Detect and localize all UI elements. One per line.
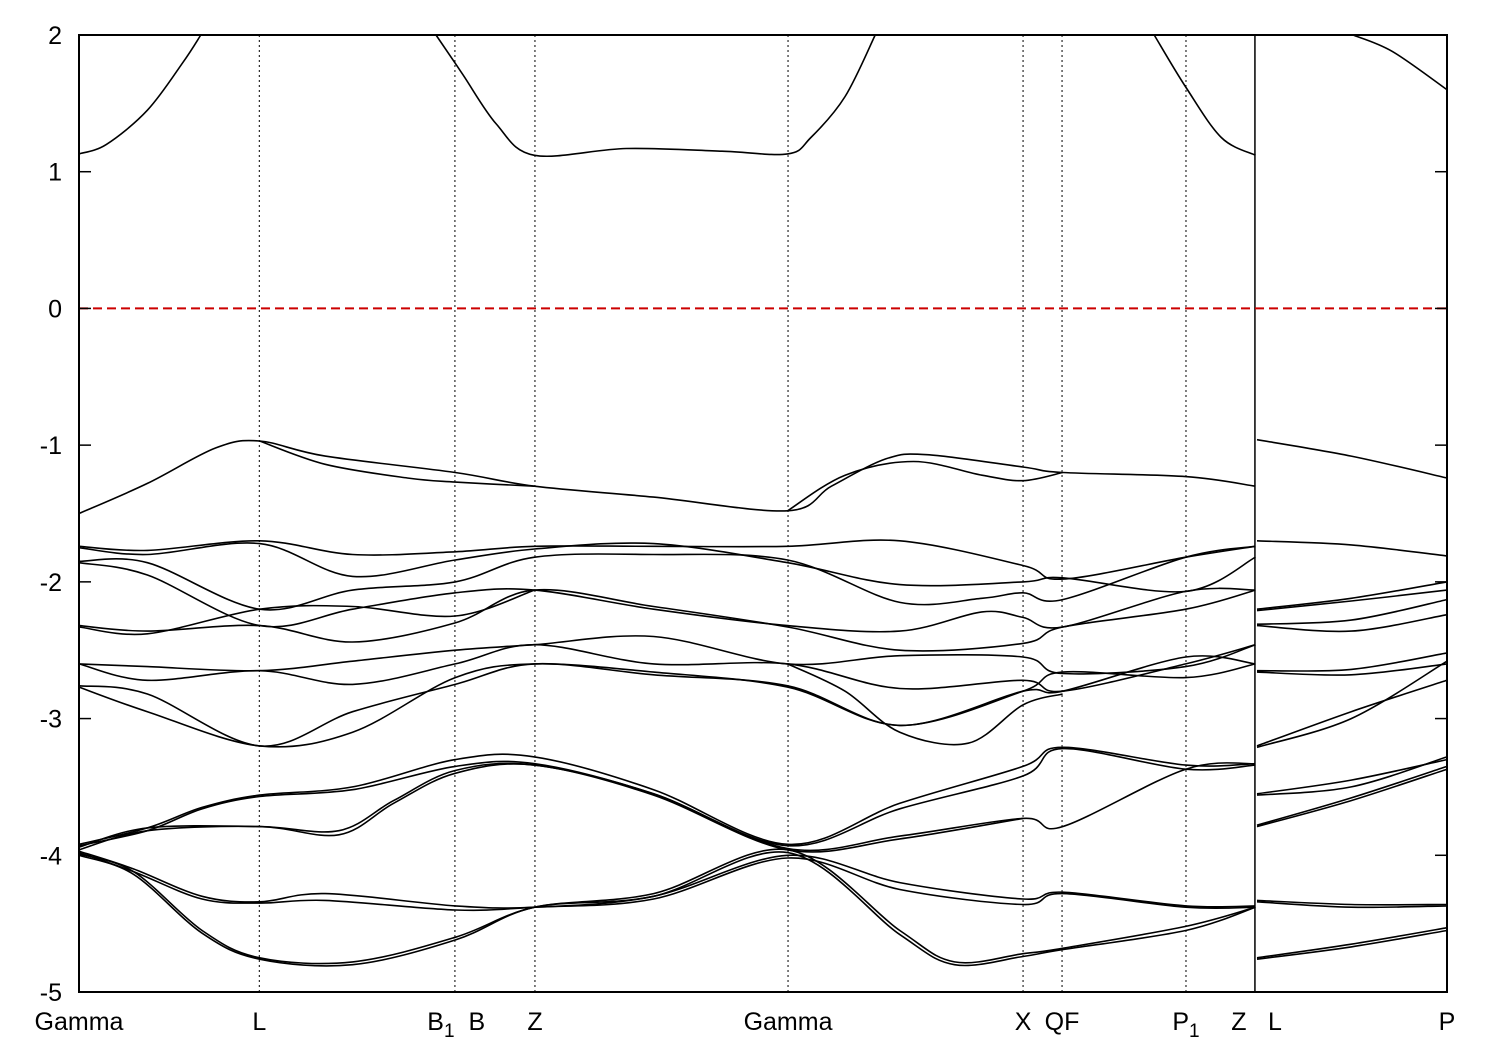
x-tick-subscript: 1: [1189, 1021, 1200, 1042]
x-tick-label: QF: [1045, 1008, 1080, 1036]
x-tick-label: Gamma: [744, 1008, 833, 1036]
band-line: [1256, 652, 1448, 672]
y-tick-label: -1: [40, 432, 62, 460]
y-tick-label: 1: [48, 159, 62, 187]
band-line: [1352, 34, 1448, 91]
x-axis-ticks: Gamma L B1 B Z Gamma X QF P1 Z L P: [35, 1008, 1456, 1042]
band-line: [787, 663, 1063, 746]
x-tick-label: Z: [1231, 1008, 1246, 1036]
band-line: [78, 848, 1256, 965]
band-line: [78, 851, 1256, 912]
plot-frame: [78, 34, 1448, 993]
band-line: [1256, 768, 1448, 828]
band-line: [1256, 926, 1448, 959]
band-line: [435, 34, 876, 158]
band-line: [1256, 660, 1448, 749]
y-tick-label: -4: [40, 842, 62, 870]
band-line: [78, 851, 1256, 967]
band-line: [787, 460, 1063, 512]
band-line: [78, 539, 1256, 581]
band-line: [259, 440, 535, 487]
x-tick-label: Gamma: [35, 1008, 124, 1036]
band-line: [1256, 663, 1448, 676]
band-line: [1256, 581, 1448, 610]
x-tick-label: Z: [527, 1008, 542, 1036]
band-line: [78, 34, 202, 155]
y-tick-label: -5: [40, 979, 62, 1007]
y-axis-ticks: -5 -4 -3 -2 -1 0 1 2: [40, 22, 1447, 1007]
band-line: [78, 763, 1024, 853]
band-line: [1256, 589, 1448, 612]
band-line: [1256, 679, 1448, 747]
x-tick-label: B: [468, 1008, 485, 1036]
band-line: [1256, 899, 1448, 906]
y-tick-label: 2: [48, 22, 62, 50]
band-line: [1256, 765, 1448, 826]
band-line: [78, 545, 1256, 611]
band-line: [78, 542, 1256, 593]
band-series: [78, 34, 1448, 967]
high-symmetry-lines: [258, 35, 1256, 992]
band-line: [78, 663, 1256, 748]
band-line: [78, 439, 1256, 515]
band-line: [1256, 613, 1448, 633]
band-line: [1256, 438, 1448, 479]
band-line: [78, 589, 535, 636]
band-line: [1153, 34, 1256, 157]
x-tick-label: P: [1439, 1008, 1456, 1036]
band-line: [1256, 756, 1448, 796]
band-line: [78, 588, 1256, 652]
x-tick-subscript: 1: [444, 1021, 455, 1042]
x-tick-label: L: [252, 1008, 266, 1036]
x-tick-label: L: [1268, 1008, 1282, 1036]
y-tick-label: -3: [40, 706, 62, 734]
band-line: [1256, 929, 1448, 960]
band-line: [1256, 598, 1448, 625]
y-tick-label: -2: [40, 569, 62, 597]
band-line: [78, 746, 1256, 846]
band-line: [1256, 540, 1448, 557]
y-tick-label: 0: [48, 295, 62, 323]
x-tick-label: X: [1015, 1008, 1032, 1036]
band-line: [1256, 901, 1448, 909]
